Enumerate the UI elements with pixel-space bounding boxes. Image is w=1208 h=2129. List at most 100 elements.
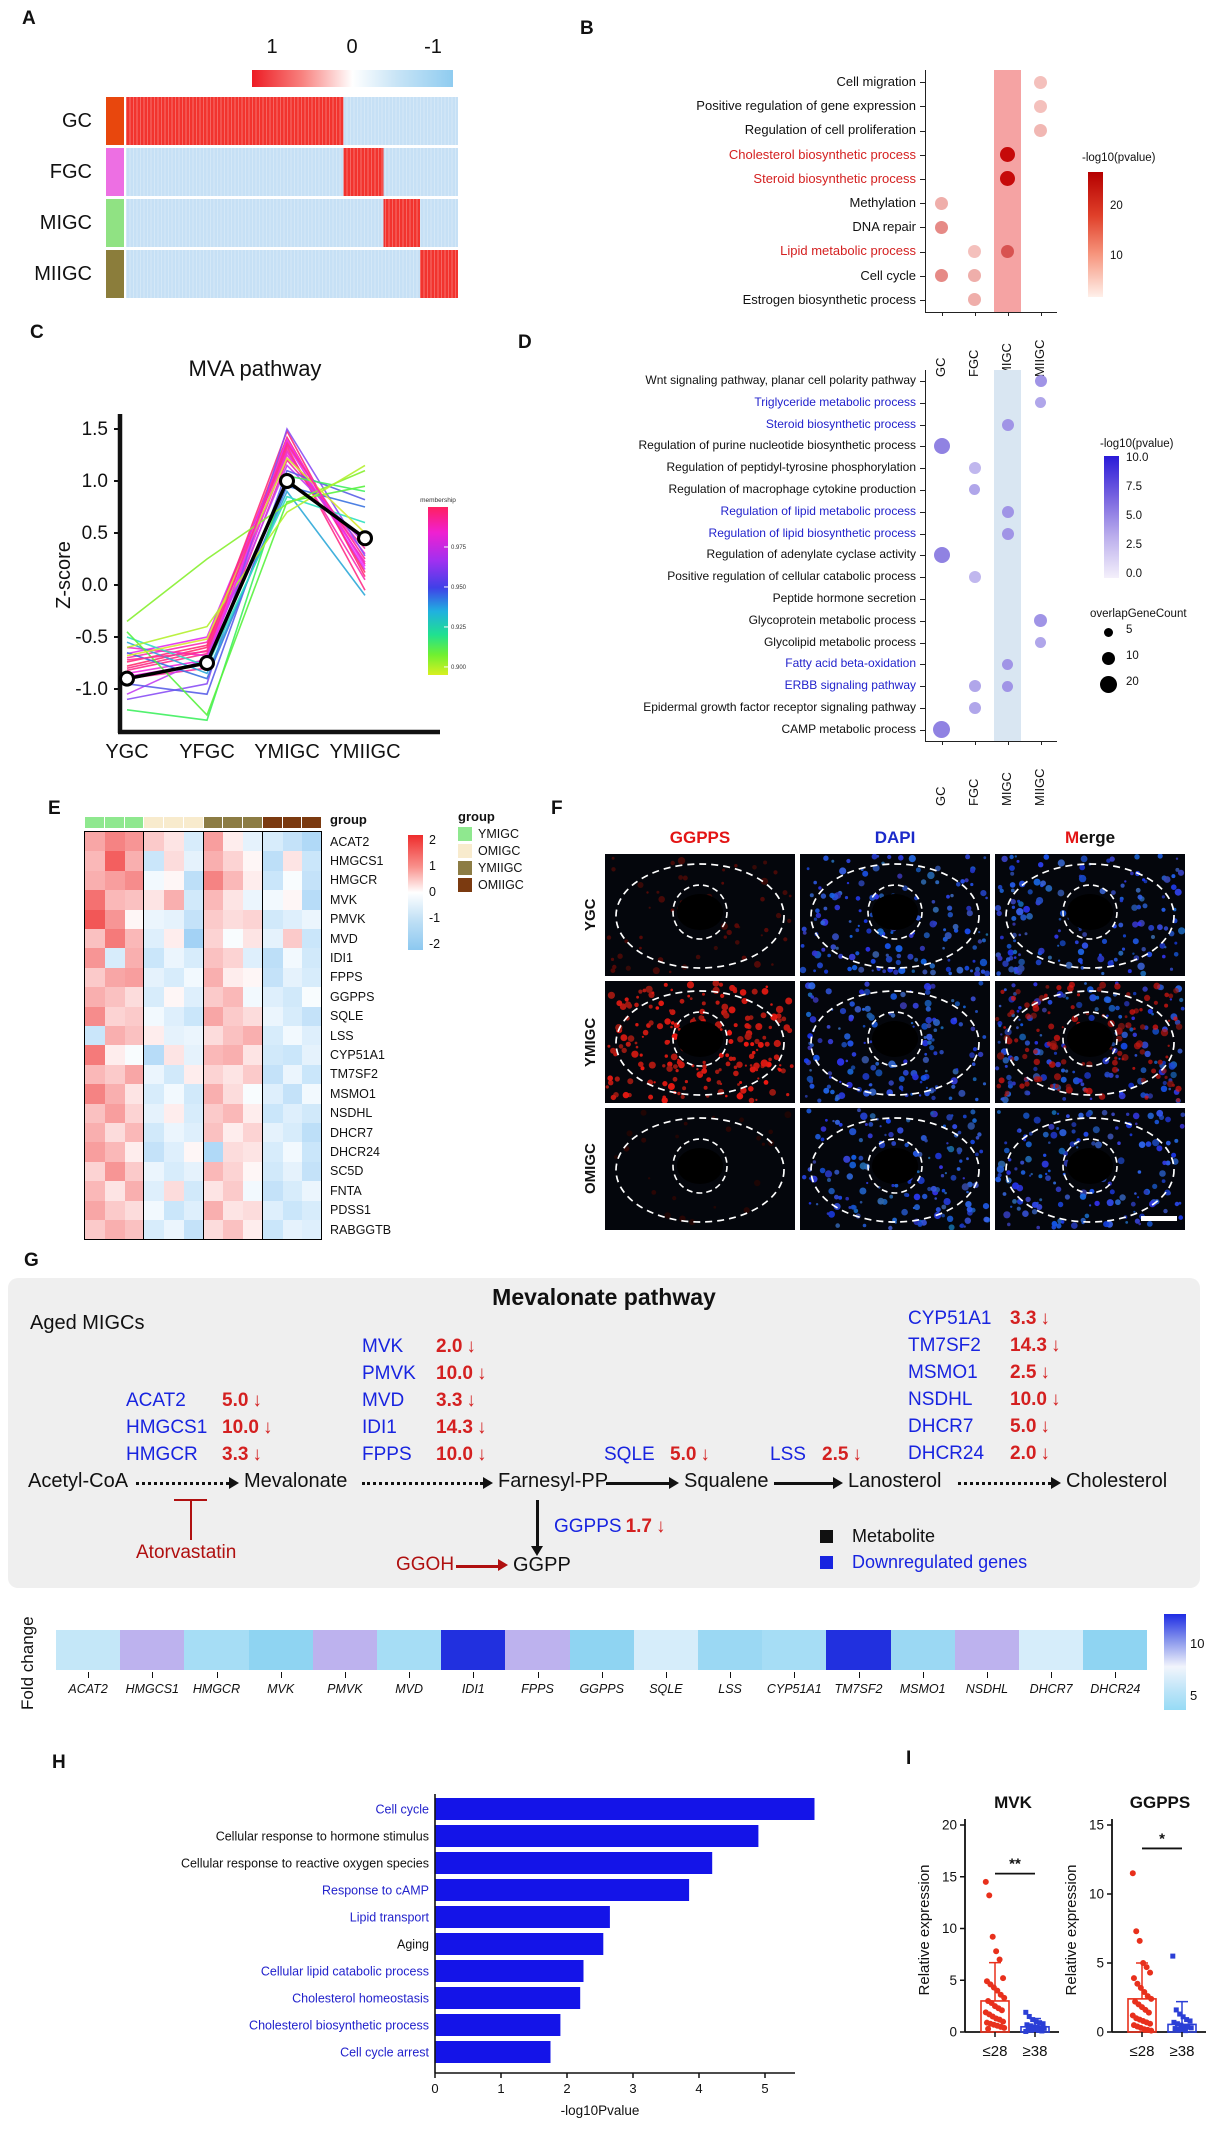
cell-speck [800,944,805,948]
cell-speck [846,881,850,885]
row-tick [920,227,925,229]
group-label: YMIIGC [478,861,523,875]
cell-speck [1020,914,1027,921]
group-strip-cell [203,817,223,828]
gene-label: RABGGTB [330,1222,392,1237]
cell-speck [849,934,853,938]
cell-speck [944,1191,947,1195]
heatmap-cell [85,851,105,871]
dot [968,245,981,258]
cell-speck [1031,1209,1038,1215]
heatmap-cell [282,1026,303,1046]
go-term-label: Cell cycle [860,267,916,283]
heatmap-cell [124,851,145,871]
cell-speck [896,953,902,959]
cell-speck [1178,927,1185,935]
data-point [1024,2022,1030,2028]
down-arrow-icon: ↓ [1050,1389,1061,1410]
heatmap-cell [262,1103,283,1123]
cell-speck [781,1016,787,1022]
cell-speck [1038,947,1045,955]
group-strip-cell [282,817,302,828]
dot [1000,171,1015,187]
heatmap-cell [223,1006,243,1026]
cell-speck [813,917,818,921]
heatmap-cell [104,1181,125,1201]
panel-c-mva-lineplot: MVA pathway 1.5 1.0 0.5 0.0 -0.5 -1.0 YGC YFGC YM… [40,330,470,780]
cell-speck [848,953,856,961]
cell-speck [1014,1038,1019,1043]
cell-speck [640,1109,647,1116]
cell-speck [831,859,835,863]
cell-speck [919,945,925,951]
cell-speck [981,938,986,943]
cell-speck [933,1019,940,1026]
cell-speck [763,860,768,865]
data-point [1185,2024,1191,2030]
group-strip-cell [85,817,104,828]
cell-speck [939,1165,943,1169]
cell-speck [908,855,916,863]
cell-speck [923,1036,927,1039]
cell-speck [826,1084,831,1089]
gene-name: MSMO1 [908,1362,978,1383]
cell-speck [985,933,989,936]
down-arrow-icon: ↓ [1040,1362,1050,1383]
pathway-gene-row: MVK 2.0 ↓ [362,1336,476,1358]
cell-speck [1061,1068,1065,1073]
cell-speck [858,880,865,887]
cell-speck [1016,908,1024,916]
cell-speck [920,879,927,885]
cell-speck [677,1091,681,1096]
cell-speck [872,951,880,958]
cell-speck [779,1064,782,1067]
cell-speck [624,997,629,1002]
x-tick [665,1672,667,1678]
significance-stars: * [1159,1830,1165,1847]
cell-speck [862,1024,866,1028]
cell-speck [634,1002,639,1008]
cell-speck [1010,995,1017,1001]
foldchange-cell [377,1630,442,1670]
heatmap-cell [302,851,322,871]
cell-speck [1038,862,1044,868]
cell-speck [889,1194,894,1199]
cell-speck [712,986,720,994]
x-tick [986,1672,988,1678]
legend-tick-label: 20 [1110,200,1123,212]
cell-speck [1008,966,1015,973]
cell-speck [899,1002,907,1010]
cell-speck [848,1016,854,1022]
cell-speck [1016,1026,1019,1030]
arrow-line [774,1482,833,1485]
fold-value: 3.3 [222,1444,249,1465]
cell-speck [1057,1201,1064,1208]
cell-speck [656,890,660,894]
gene-label: DHCR7 [1029,1682,1073,1696]
cell-speck [605,1085,609,1089]
cell-speck [1147,1112,1154,1119]
oocyte [1067,1021,1113,1057]
cell-speck [1060,1076,1067,1083]
x-tick [280,1672,282,1678]
cell-speck [1014,1167,1018,1171]
cell-speck [673,1064,678,1069]
cell-speck [1154,1060,1158,1064]
heatmap-cell [164,1045,184,1065]
cell-speck [996,1083,1002,1089]
cell-speck [725,1126,732,1132]
cell-speck [857,1108,861,1113]
cell-speck [966,1157,969,1161]
group-border [261,831,322,1241]
cell-speck [1114,983,1121,990]
heatmap-cell [282,1161,303,1182]
cell-speck [1000,1033,1003,1036]
group-strip-cell [243,817,262,828]
heatmap-cell [282,1220,303,1240]
cell-speck [757,1041,764,1048]
cell-speck [864,981,870,987]
cell-speck [1119,898,1124,903]
heatmap-cell [144,1200,164,1220]
cell-speck [869,1040,873,1044]
